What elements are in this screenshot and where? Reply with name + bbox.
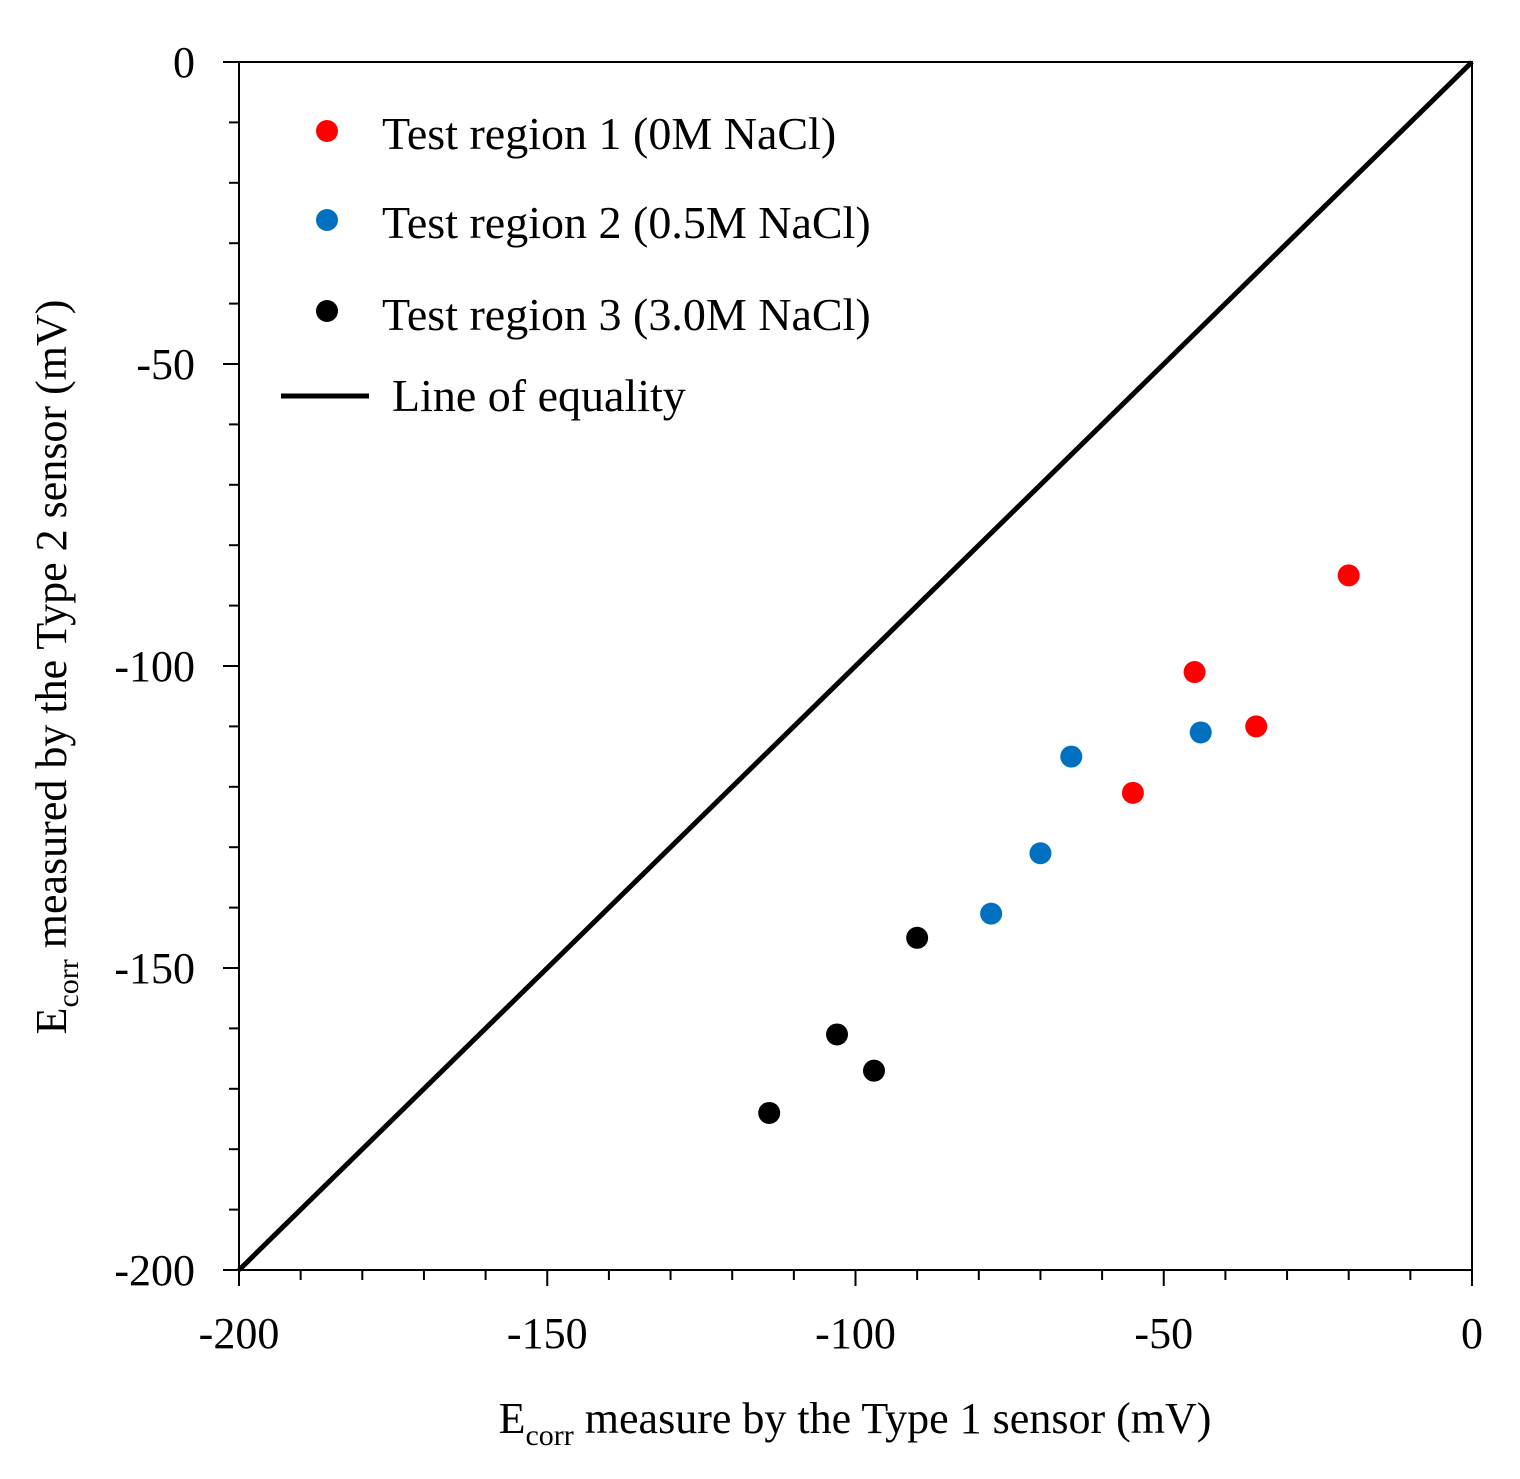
x-tick-label: -50	[1134, 1309, 1193, 1358]
y-tick-label: -200	[114, 1246, 195, 1295]
line-of-equality	[237, 60, 1474, 1272]
legend-label-series-2: Test region 2 (0.5M NaCl)	[382, 197, 871, 248]
y-tick-label: -50	[136, 340, 195, 389]
x-tick-label: -200	[199, 1309, 280, 1358]
y-tick-label: 0	[173, 38, 195, 87]
x-tick-label: -150	[507, 1309, 588, 1358]
y-tick-label: -100	[114, 642, 195, 691]
data-point-series-2	[1060, 745, 1083, 768]
data-point-series-3	[862, 1059, 885, 1082]
legend-marker-series-1	[316, 120, 338, 142]
data-point-series-1	[1121, 781, 1144, 804]
x-axis-title: Ecorr measure by the Type 1 sensor (mV)	[499, 1394, 1212, 1452]
legend-marker-series-3	[316, 300, 338, 322]
ticks-layer: -200 -150 -100 -50 0 -200 -150 -100 -50 0	[114, 38, 1483, 1358]
legend-label-equality-line: Line of equality	[392, 370, 686, 421]
plot-frame	[238, 61, 1473, 1271]
data-point-series-1	[1337, 564, 1360, 587]
data-point-series-3	[758, 1101, 781, 1124]
legend: Test region 1 (0M NaCl) Test region 2 (0…	[281, 108, 871, 421]
x-tick-label: -100	[815, 1309, 896, 1358]
y-axis-title: Ecorr measured by the Type 2 sensor (mV)	[27, 300, 85, 1035]
data-point-series-3	[906, 926, 929, 949]
data-point-series-2	[1189, 721, 1212, 744]
data-point-series-2	[1029, 842, 1052, 865]
legend-label-series-1: Test region 1 (0M NaCl)	[382, 108, 836, 159]
y-tick-label: -150	[114, 944, 195, 993]
reference-line-layer	[237, 60, 1474, 1272]
data-point-series-1	[1245, 715, 1268, 738]
legend-marker-series-2	[316, 209, 338, 231]
legend-label-series-3: Test region 3 (3.0M NaCl)	[382, 289, 871, 340]
data-point-series-3	[826, 1023, 849, 1046]
x-tick-label: 0	[1461, 1309, 1483, 1358]
points-layer	[758, 564, 1360, 1124]
data-point-series-2	[980, 902, 1003, 925]
data-point-series-1	[1183, 661, 1206, 684]
